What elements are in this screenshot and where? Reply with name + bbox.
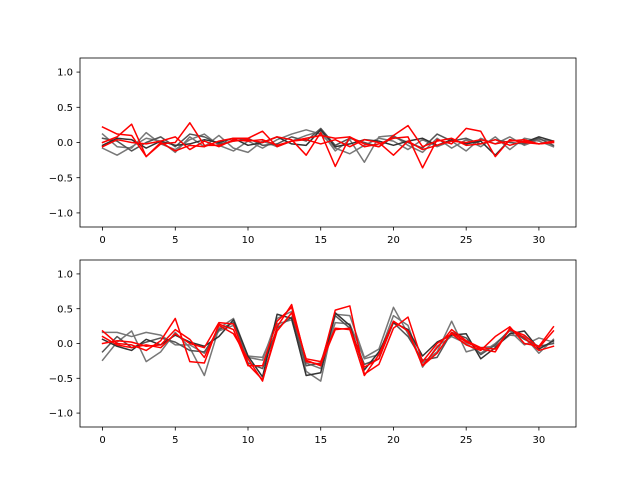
y-tick-label: −0.5 (49, 173, 73, 184)
series-line-5 (101, 123, 555, 158)
x-tick-label: 20 (387, 235, 400, 246)
x-tick-label: 5 (172, 435, 178, 446)
y-tick-label: −0.5 (49, 374, 73, 385)
series-line-6 (101, 136, 555, 156)
y-tick-label: 0.5 (57, 103, 73, 114)
series-line-4 (101, 305, 555, 375)
x-tick-label: 15 (314, 435, 327, 446)
x-tick-label: 10 (242, 235, 255, 246)
series-line-5 (101, 303, 555, 382)
x-tick-label: 10 (242, 435, 255, 446)
y-tick-label: 0.0 (57, 138, 73, 149)
y-tick-label: −1.0 (49, 209, 73, 220)
bottom-subplot: 0 5 10 15 20 25 30 −1.0 −0.5 0.0 0.5 1.0 (49, 259, 577, 446)
x-tick-label: 25 (460, 435, 473, 446)
x-tick-label: 0 (99, 435, 105, 446)
series-line-6 (101, 312, 555, 381)
x-tick-label: 25 (460, 235, 473, 246)
series-group (101, 122, 555, 169)
series-group (101, 303, 555, 382)
y-tick-label: 1.0 (57, 68, 73, 79)
x-tick-label: 0 (99, 235, 105, 246)
series-line-3 (101, 129, 555, 156)
top-subplot: 0 5 10 15 20 25 30 −1.0 −0.5 0.0 0.5 1.0 (49, 57, 577, 246)
x-tick-label: 5 (172, 235, 178, 246)
y-tick-label: 1.0 (57, 270, 73, 281)
x-tick-label: 20 (387, 435, 400, 446)
x-tick-label: 30 (533, 435, 546, 446)
x-tick-label: 30 (533, 235, 546, 246)
y-tick-label: 0.5 (57, 304, 73, 315)
series-line-3 (101, 312, 555, 378)
x-tick-label: 15 (314, 235, 327, 246)
y-tick-label: −1.0 (49, 409, 73, 420)
y-tick-label: 0.0 (57, 339, 73, 350)
